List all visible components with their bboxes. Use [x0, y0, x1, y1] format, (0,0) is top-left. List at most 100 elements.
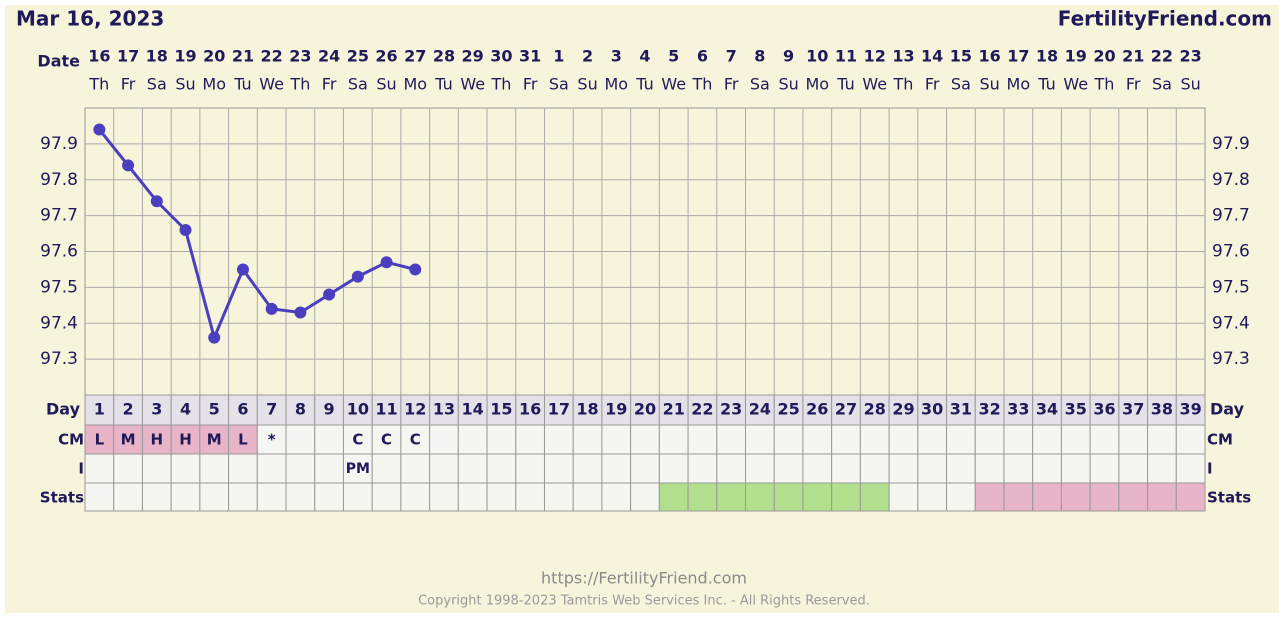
weekday-label: Tu [836, 75, 854, 94]
x-tick-label: 30 [490, 47, 512, 66]
day-label: 39 [1180, 400, 1202, 419]
weekday-label: We [259, 75, 284, 94]
x-tick-label: 20 [203, 47, 225, 66]
x-tick-label: 16 [978, 47, 1000, 66]
day-label: 25 [777, 400, 799, 419]
weekday-label: Sa [951, 75, 971, 94]
x-tick-label: 25 [347, 47, 369, 66]
stats-cell [429, 482, 459, 512]
x-tick-label: 24 [318, 47, 340, 66]
day-cell [745, 394, 775, 426]
weekday-label: Mo [806, 75, 830, 94]
stats-cell [342, 482, 373, 512]
stats-cell [1147, 482, 1177, 512]
intercourse-cell [974, 453, 1005, 484]
x-tick-label: 8 [754, 47, 765, 66]
day-cell [1060, 394, 1091, 426]
chart-title: Mar 16, 2023 [16, 7, 164, 31]
weekday-label: Mo [1007, 75, 1031, 94]
cm-cell [141, 424, 172, 455]
stats-cell [946, 482, 976, 512]
y-tick-label: 97.3 [40, 349, 78, 369]
intercourse-cell [228, 453, 258, 484]
day-label: 21 [663, 400, 685, 419]
stats-cell [1089, 482, 1120, 512]
weekday-label: Tu [1037, 75, 1055, 94]
stats-cell [831, 482, 861, 512]
day-cell [1118, 394, 1149, 426]
stats-cell [515, 482, 545, 512]
cm-cell [314, 424, 344, 455]
temperature-point [265, 302, 278, 315]
cm-cell [1175, 424, 1206, 455]
day-label: 33 [1007, 400, 1029, 419]
day-label: 34 [1036, 400, 1058, 419]
cm-cell [716, 424, 747, 455]
day-label: 27 [835, 400, 857, 419]
y-tick-label: 97.6 [40, 242, 78, 262]
day-cell [802, 394, 833, 426]
x-tick-label: 27 [404, 47, 426, 66]
x-tick-label: 15 [950, 47, 972, 66]
temperature-point [323, 288, 336, 301]
intercourse-label: PM [346, 461, 370, 477]
temperature-point [380, 256, 393, 269]
day-label: 4 [180, 400, 191, 419]
cm-cell [543, 424, 574, 455]
day-cell [974, 394, 1005, 426]
day-label: 11 [375, 400, 397, 419]
stats-cell [1060, 482, 1091, 512]
day-label: 7 [266, 400, 277, 419]
weekday-label: Fr [322, 75, 337, 94]
copyright: Copyright 1998-2023 Tamtris Web Services… [418, 594, 870, 609]
cm-cell [773, 424, 804, 455]
day-label: 36 [1093, 400, 1115, 419]
cm-label: L [95, 431, 105, 449]
day-cell [113, 394, 143, 426]
weekday-label: Sa [1152, 75, 1172, 94]
intercourse-cell [314, 453, 344, 484]
day-label: 1 [94, 400, 105, 419]
day-cell [1032, 394, 1062, 426]
x-tick-label: 18 [1036, 47, 1058, 66]
y-tick-label: 97.9 [1212, 134, 1250, 154]
day-cell [486, 394, 517, 426]
stats-cell [199, 482, 230, 512]
row-label: Stats [1207, 489, 1251, 507]
x-tick-label: 4 [639, 47, 650, 66]
cm-cell [974, 424, 1005, 455]
stats-cell [745, 482, 775, 512]
day-cell [1175, 394, 1206, 426]
temperature-point [351, 270, 364, 283]
stats-cell [1118, 482, 1149, 512]
day-label: 12 [404, 400, 426, 419]
stats-cell [486, 482, 517, 512]
stats-cell [572, 482, 603, 512]
intercourse-cell [601, 453, 632, 484]
day-label: 8 [295, 400, 306, 419]
day-cell [400, 394, 431, 426]
cm-label: C [352, 431, 363, 449]
day-label: 14 [462, 400, 484, 419]
y-tick-label: 97.8 [1212, 170, 1250, 190]
weekday-label: Tu [434, 75, 452, 94]
stats-cell [228, 482, 258, 512]
day-label: 19 [605, 400, 627, 419]
cm-label: H [151, 431, 164, 449]
x-tick-label: 21 [1122, 47, 1144, 66]
stats-cell [84, 482, 115, 512]
x-tick-label: 9 [783, 47, 794, 66]
intercourse-cell [170, 453, 201, 484]
weekday-label: Th [691, 75, 712, 94]
intercourse-cell [658, 453, 689, 484]
intercourse-cell [917, 453, 948, 484]
intercourse-cell [256, 453, 287, 484]
day-cell [917, 394, 948, 426]
day-label: 22 [691, 400, 713, 419]
day-label: 26 [806, 400, 828, 419]
intercourse-cell [141, 453, 172, 484]
weekday-label: Su [577, 75, 597, 94]
x-tick-label: 20 [1093, 47, 1115, 66]
cm-cell [457, 424, 488, 455]
weekday-label: Th [88, 75, 109, 94]
